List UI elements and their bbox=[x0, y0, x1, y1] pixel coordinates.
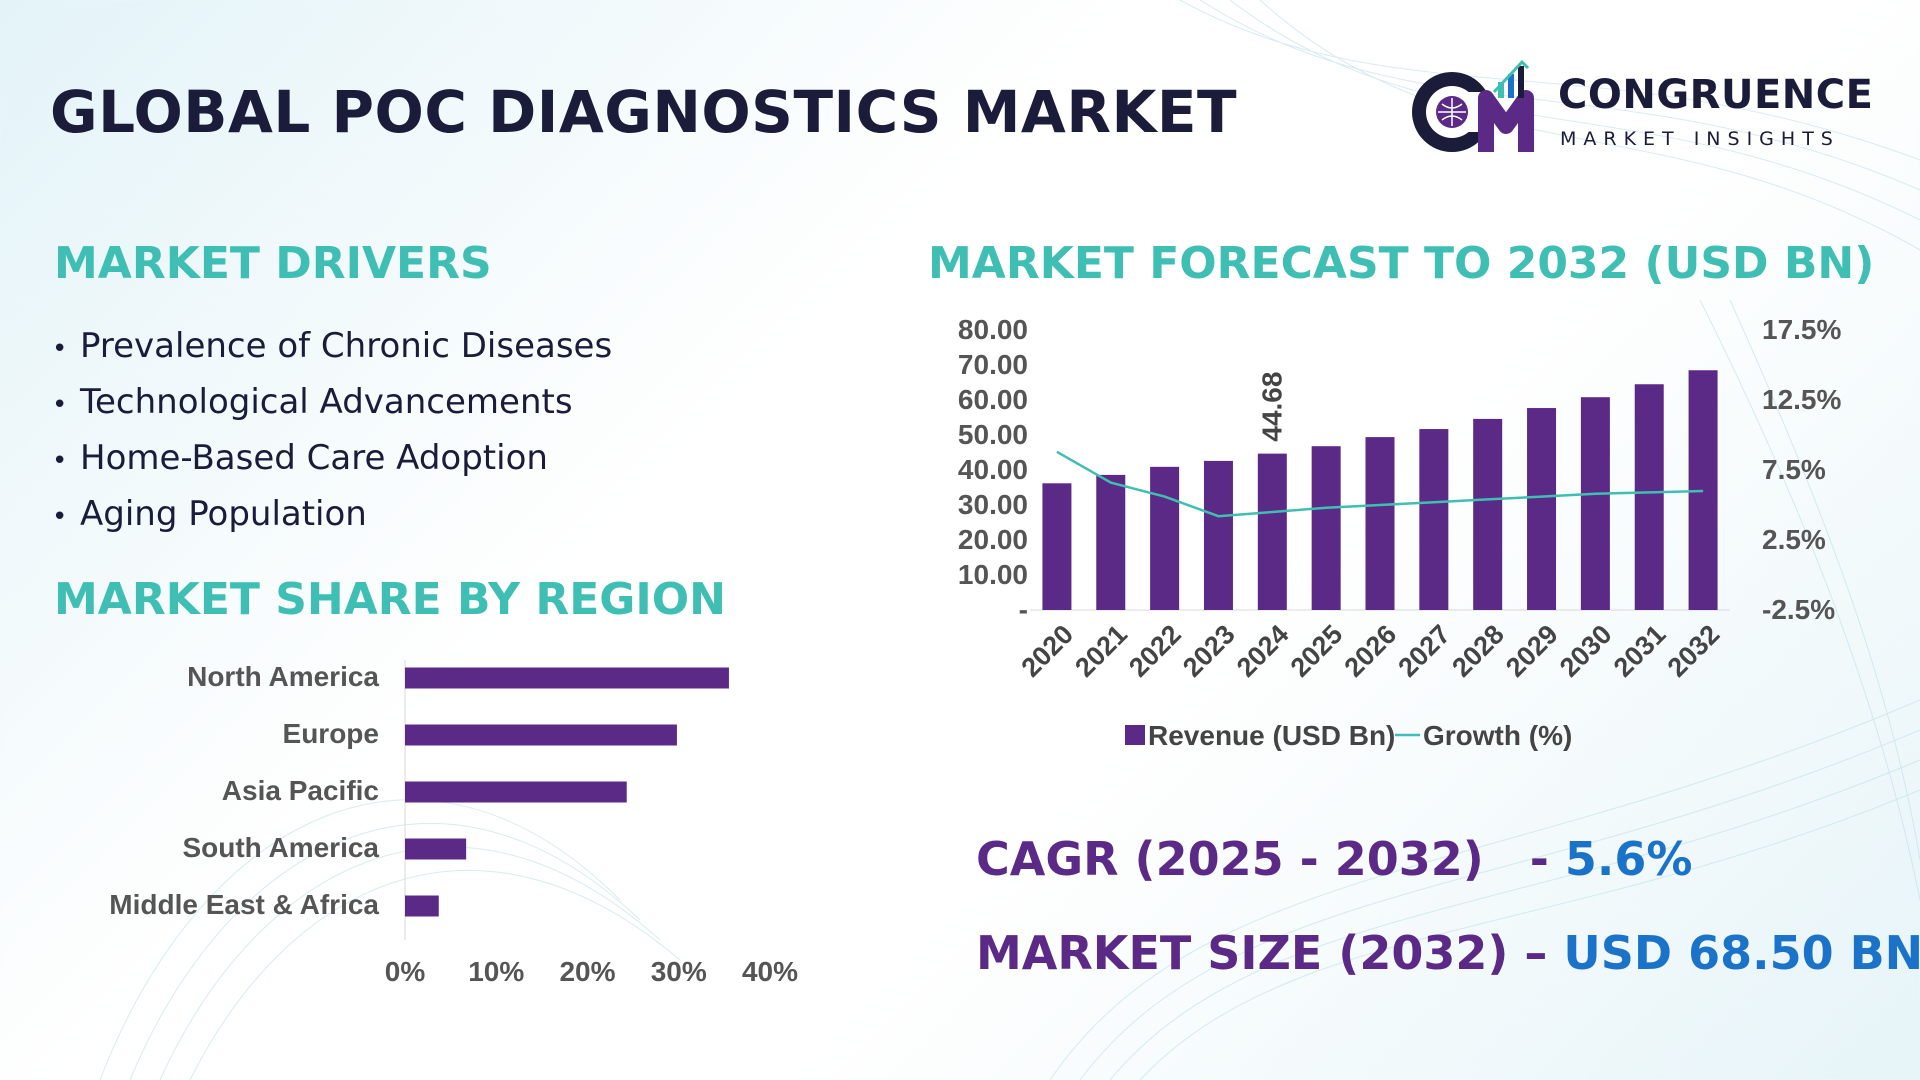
market-size-kpi: MARKET SIZE (2032) – USD 68.50 BN bbox=[976, 926, 1920, 980]
page-title: GLOBAL POC DIAGNOSTICS MARKET bbox=[50, 78, 1238, 146]
legend-growth-label: Growth (%) bbox=[1423, 720, 1572, 751]
region-label: Asia Pacific bbox=[222, 775, 379, 806]
region-tick-label: 10% bbox=[468, 956, 524, 987]
logo-tagline: MARKET INSIGHTS bbox=[1560, 128, 1840, 150]
driver-label: Home-Based Care Adoption bbox=[80, 438, 548, 478]
revenue-bar bbox=[1096, 474, 1126, 610]
forecast-year-label: 2025 bbox=[1285, 619, 1349, 683]
region-chart-title: MARKET SHARE BY REGION bbox=[54, 574, 726, 625]
driver-item: • Aging Population bbox=[52, 488, 612, 544]
region-tick-label: 0% bbox=[385, 956, 426, 987]
region-label: Middle East & Africa bbox=[109, 889, 379, 920]
forecast-right-tick: 12.5% bbox=[1762, 384, 1841, 415]
region-tick-label: 40% bbox=[742, 956, 798, 987]
bullet-icon: • bbox=[52, 334, 68, 364]
forecast-year-label: 2026 bbox=[1339, 619, 1403, 683]
forecast-left-tick: 70.00 bbox=[958, 349, 1028, 380]
forecast-year-label: 2023 bbox=[1177, 619, 1241, 683]
forecast-right-tick: 17.5% bbox=[1762, 314, 1841, 345]
forecast-right-tick: -2.5% bbox=[1762, 594, 1835, 625]
region-label: Europe bbox=[283, 718, 379, 749]
forecast-year-label: 2032 bbox=[1662, 619, 1726, 683]
revenue-bar bbox=[1527, 408, 1557, 610]
revenue-bar bbox=[1257, 453, 1287, 610]
forecast-chart: - 10.00 20.00 30.00 40.00 50.00 60.00 70.00 80.0… bbox=[958, 314, 1842, 751]
revenue-bar bbox=[1365, 437, 1395, 610]
forecast-year-label: 2024 bbox=[1231, 619, 1295, 683]
revenue-bar bbox=[1311, 446, 1341, 610]
forecast-right-tick: 2.5% bbox=[1762, 524, 1826, 555]
revenue-bar bbox=[1473, 418, 1503, 610]
region-label: North America bbox=[187, 661, 379, 692]
market-size-separator: – bbox=[1508, 926, 1564, 980]
driver-item: • Home-Based Care Adoption bbox=[52, 432, 612, 488]
forecast-year-label: 2028 bbox=[1446, 619, 1510, 683]
revenue-bar bbox=[1203, 460, 1233, 610]
forecast-left-tick: 30.00 bbox=[958, 489, 1028, 520]
region-label: South America bbox=[182, 832, 379, 863]
cagr-kpi: CAGR (2025 - 2032) - 5.6% bbox=[976, 832, 1692, 886]
region-tick-label: 20% bbox=[559, 956, 615, 987]
region-bar bbox=[405, 724, 677, 746]
driver-item: • Technological Advancements bbox=[52, 376, 612, 432]
forecast-chart-title: MARKET FORECAST TO 2032 (USD BN) bbox=[928, 238, 1875, 289]
revenue-bar bbox=[1419, 429, 1449, 610]
forecast-year-label: 2021 bbox=[1069, 619, 1133, 683]
revenue-bar bbox=[1580, 397, 1610, 610]
revenue-data-label: 44.68 bbox=[1256, 372, 1287, 442]
bullet-icon: • bbox=[52, 390, 68, 420]
driver-label: Prevalence of Chronic Diseases bbox=[80, 326, 613, 366]
legend-revenue-swatch bbox=[1125, 725, 1145, 745]
bullet-icon: • bbox=[52, 502, 68, 532]
driver-label: Technological Advancements bbox=[80, 382, 573, 422]
drivers-heading: MARKET DRIVERS bbox=[54, 238, 492, 289]
revenue-bar bbox=[1150, 466, 1180, 610]
forecast-left-tick: 80.00 bbox=[958, 314, 1028, 345]
bullet-icon: • bbox=[52, 446, 68, 476]
forecast-right-tick: 7.5% bbox=[1762, 454, 1826, 485]
cagr-separator: - bbox=[1529, 832, 1565, 886]
forecast-year-label: 2022 bbox=[1123, 619, 1187, 683]
forecast-left-tick: 60.00 bbox=[958, 384, 1028, 415]
forecast-year-label: 2030 bbox=[1554, 619, 1618, 683]
forecast-left-tick: 50.00 bbox=[958, 419, 1028, 450]
forecast-year-label: 2031 bbox=[1608, 619, 1672, 683]
driver-item: • Prevalence of Chronic Diseases bbox=[52, 320, 612, 376]
cagr-value: 5.6% bbox=[1564, 832, 1693, 886]
market-size-value: USD 68.50 BN bbox=[1563, 926, 1920, 980]
driver-label: Aging Population bbox=[80, 494, 367, 534]
growth-line bbox=[1056, 450, 1704, 518]
revenue-bar bbox=[1634, 384, 1664, 610]
legend-revenue-label: Revenue (USD Bn) bbox=[1148, 720, 1395, 751]
region-bar bbox=[405, 895, 439, 917]
region-bar bbox=[405, 667, 729, 689]
drivers-list: • Prevalence of Chronic Diseases • Technol… bbox=[52, 320, 612, 544]
forecast-year-label: 2029 bbox=[1500, 619, 1564, 683]
forecast-left-tick: 40.00 bbox=[958, 454, 1028, 485]
forecast-year-label: 2027 bbox=[1392, 619, 1456, 683]
region-tick-label: 30% bbox=[651, 956, 707, 987]
forecast-year-label: 2020 bbox=[1015, 619, 1079, 683]
forecast-left-tick: 20.00 bbox=[958, 524, 1028, 555]
company-logo bbox=[1412, 59, 1534, 152]
forecast-left-tick: 10.00 bbox=[958, 559, 1028, 590]
revenue-bar bbox=[1042, 483, 1072, 610]
forecast-left-tick: - bbox=[1019, 594, 1028, 625]
region-share-chart: North America Europe Asia Pacific South Ame… bbox=[109, 660, 798, 987]
region-bar bbox=[405, 838, 467, 860]
region-bar bbox=[405, 781, 627, 803]
logo-wordmark: CONGRUENCE bbox=[1558, 72, 1874, 118]
market-size-label: MARKET SIZE (2032) bbox=[976, 926, 1509, 980]
cagr-label: CAGR (2025 - 2032) bbox=[976, 832, 1484, 886]
